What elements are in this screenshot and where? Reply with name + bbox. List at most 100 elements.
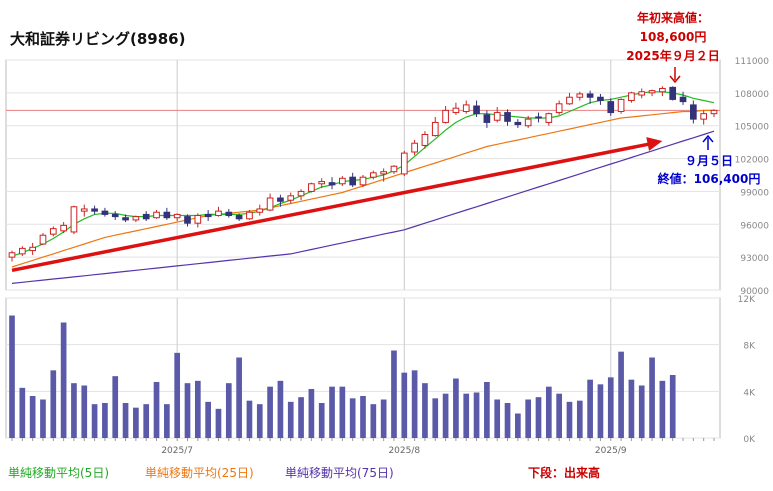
candle-body	[287, 195, 295, 201]
candle	[576, 91, 584, 101]
candle-body	[679, 96, 687, 103]
volume-bar	[494, 399, 501, 438]
volume-bar	[597, 384, 604, 438]
volume-bar	[484, 382, 490, 438]
candle-body	[318, 181, 326, 185]
close-date: ９月５日	[684, 154, 733, 168]
price-tick-label: 99000	[740, 188, 769, 198]
candle	[163, 207, 171, 220]
candle	[369, 170, 377, 180]
candle	[390, 165, 398, 174]
candle	[586, 90, 594, 104]
volume-bar	[453, 378, 459, 438]
candle-body	[132, 216, 140, 221]
candle	[411, 139, 418, 156]
candle-body	[431, 121, 439, 137]
candle	[535, 112, 542, 123]
candle-body	[266, 197, 274, 211]
candle-body	[18, 247, 26, 255]
candle-body	[648, 90, 656, 94]
trend-arrow-line	[11, 141, 655, 273]
candle	[504, 109, 511, 126]
candle	[246, 210, 253, 220]
candle	[607, 98, 615, 116]
volume-bar	[133, 407, 139, 438]
volume-tick-label: 4K	[743, 388, 756, 398]
candle-body	[535, 116, 542, 119]
candle	[659, 86, 666, 97]
volume-bar	[225, 383, 232, 438]
candle-body	[215, 210, 222, 217]
volume-bar	[432, 398, 439, 438]
volume-bar	[215, 408, 222, 438]
candle	[308, 182, 315, 193]
volume-bar	[545, 386, 552, 438]
candle	[555, 100, 563, 115]
candle-body	[566, 96, 573, 105]
candle-body	[555, 103, 563, 114]
volume-bar	[19, 387, 26, 438]
volume-bar	[587, 379, 593, 438]
candle	[710, 109, 718, 117]
candle	[266, 193, 274, 212]
candle-body	[628, 92, 635, 102]
volume-bar	[576, 400, 583, 438]
candle	[669, 86, 677, 101]
candle	[142, 211, 150, 221]
candle-body	[60, 224, 67, 232]
candle-body	[380, 171, 387, 175]
candle	[359, 175, 367, 188]
candle-body	[80, 208, 88, 212]
x-tick-label: 2025/7	[161, 446, 193, 456]
candle	[421, 131, 429, 149]
volume-bar	[556, 393, 562, 438]
candle	[49, 226, 57, 237]
candle-body	[400, 152, 408, 175]
close-annotation: ９月５日 終値：106,400円	[650, 152, 768, 188]
candle-body	[142, 213, 150, 220]
candle-body	[194, 215, 202, 224]
volume-bar	[194, 380, 201, 438]
volume-bar	[329, 386, 335, 438]
candle-body	[308, 183, 315, 192]
volume-bar	[205, 401, 211, 438]
volume-note: 下段：出来高	[528, 466, 601, 480]
candle	[297, 189, 305, 201]
candle	[380, 168, 387, 182]
candle-body	[493, 112, 501, 121]
candle	[545, 112, 553, 126]
candle	[473, 100, 480, 117]
volume-bar	[164, 404, 170, 438]
volume-bar	[638, 385, 645, 438]
candle-body	[173, 213, 181, 219]
candle	[8, 250, 16, 262]
volume-bar	[318, 403, 325, 438]
candle-body	[8, 252, 16, 258]
candle-body	[91, 208, 98, 212]
close-annotation-arrowhead	[702, 134, 714, 143]
candle	[493, 107, 501, 123]
candle	[442, 106, 449, 124]
candle-body	[545, 113, 553, 123]
volume-bar	[628, 379, 635, 438]
volume-bar	[339, 386, 346, 438]
candle-body	[204, 213, 212, 218]
candle	[339, 176, 346, 186]
candle	[194, 213, 202, 228]
volume-bar	[473, 392, 480, 438]
year-high-annotation: 年初来高値： 108,600円 2025年９月２日	[618, 9, 728, 66]
candle	[39, 233, 47, 246]
candle	[18, 246, 26, 257]
candle-body	[514, 121, 522, 126]
candle	[215, 206, 222, 217]
volume-bar	[525, 399, 532, 438]
candle-body	[421, 133, 429, 146]
price-tick-label: 93000	[740, 254, 769, 264]
candle	[277, 194, 284, 207]
candle-body	[442, 109, 449, 123]
candle-body	[235, 215, 243, 220]
volume-bar	[287, 401, 294, 438]
candle	[204, 210, 212, 221]
volume-bar	[256, 404, 263, 438]
volume-bar	[504, 403, 511, 438]
